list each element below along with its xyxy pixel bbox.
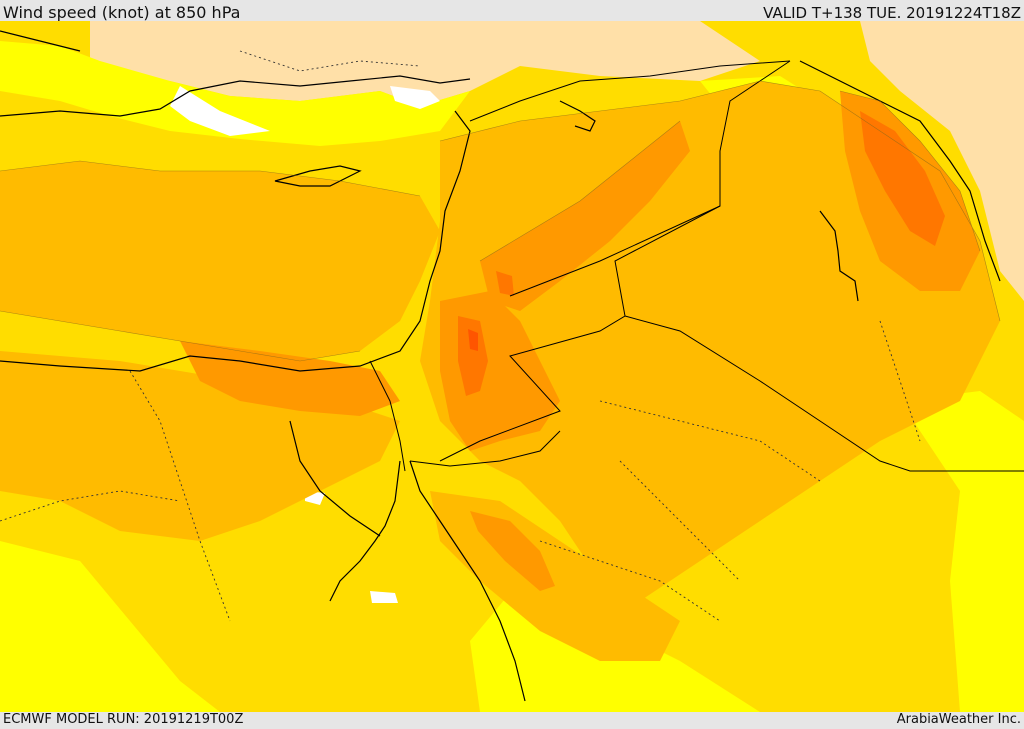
footer-bar: ECMWF MODEL RUN: 20191219T00Z ArabiaWeat… <box>0 712 1024 729</box>
field-high-syria-band <box>480 121 690 311</box>
field-calm-anatolia <box>390 86 440 109</box>
field-high-north-egypt <box>180 341 400 416</box>
credit: ArabiaWeather Inc. <box>896 712 1021 727</box>
field-very-low-north <box>90 21 760 106</box>
map-canvas <box>0 21 1024 712</box>
header-bar: Wind speed (knot) at 850 hPa VALID T+138… <box>0 0 1024 22</box>
field-very-high-jordan <box>458 316 488 396</box>
field-elevated-mediterranean <box>0 161 440 361</box>
field-calm-sinai <box>370 591 398 603</box>
field-calm-turkey <box>170 86 270 136</box>
field-very-high-zagros <box>860 111 945 246</box>
field-very-low-northeast <box>860 21 1024 301</box>
field-low-southwest <box>0 541 220 712</box>
wind-speed-map <box>0 21 1024 712</box>
coastlines <box>0 30 1001 702</box>
provincial-boundaries <box>0 50 921 622</box>
field-very-high-syria <box>496 271 514 296</box>
field-max-jordan <box>468 329 478 351</box>
map-title: Wind speed (knot) at 850 hPa <box>3 3 241 22</box>
model-run: ECMWF MODEL RUN: 20191219T00Z <box>3 712 244 727</box>
field-low-north <box>0 41 470 146</box>
field-high-hejaz <box>470 511 555 591</box>
valid-time: VALID T+138 TUE. 20191224T18Z <box>763 4 1021 22</box>
contour-lines <box>0 80 1001 362</box>
